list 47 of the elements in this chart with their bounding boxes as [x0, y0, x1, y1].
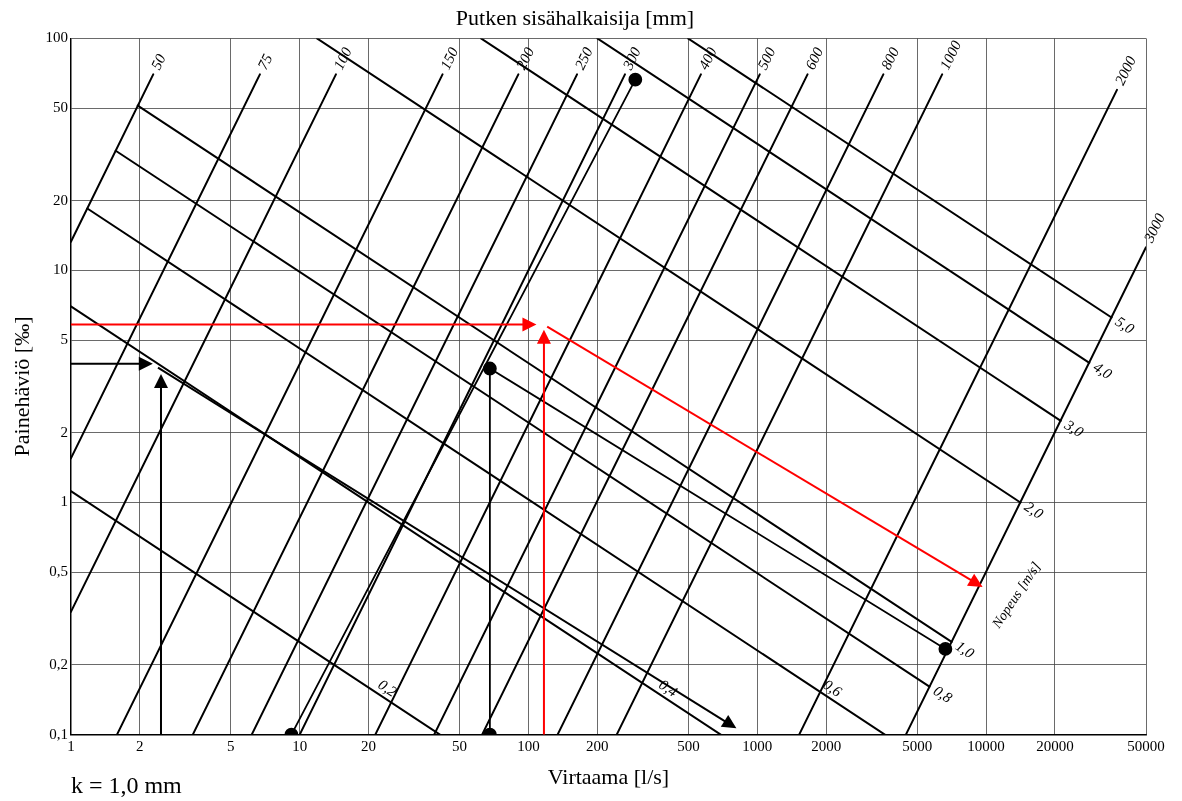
text: 0,8 [930, 682, 956, 707]
chart-title: Putken sisähalkaisija [mm] [455, 4, 695, 30]
text: 1000 [936, 37, 965, 73]
y-tick-label: 50 [52, 99, 68, 116]
text: 75 [254, 51, 276, 73]
text: 50 [147, 51, 169, 73]
text: 0,6 [820, 676, 846, 701]
text: 5,0 [1112, 313, 1138, 338]
x-tick-label: 5 [227, 737, 235, 754]
x-tick-label: 1000 [742, 737, 773, 754]
text: 2000 [1111, 53, 1140, 88]
y-axis-title: Painehäviö [‰] [8, 316, 34, 457]
text: 1,0 [952, 637, 978, 662]
text: 0,2 [375, 676, 401, 701]
x-tick-label: 50 [452, 737, 468, 754]
x-tick-label: 10 [292, 737, 308, 754]
text: 150 [437, 44, 462, 73]
x-tick-label: 200 [586, 737, 609, 754]
x-tick-label: 20000 [1036, 737, 1074, 754]
text: 250 [571, 44, 597, 73]
y-tick-label: 100 [45, 29, 68, 46]
y-tick-label: 2 [60, 423, 68, 440]
text: 600 [802, 44, 827, 73]
text: k = 1,0 mm [70, 771, 183, 798]
x-tick-label: 20 [361, 737, 377, 754]
text: 200 [512, 44, 538, 73]
y-tick-label: 10 [52, 261, 68, 278]
y-tick-label: 5 [60, 331, 68, 348]
x-tick-label: 2 [136, 737, 144, 754]
y-tick-label: 20 [52, 191, 68, 208]
x-axis-title: Virtaama [l/s] [547, 763, 670, 789]
y-tick-label: 1 [60, 493, 68, 510]
x-tick-label: 50000 [1127, 737, 1165, 754]
y-tick-label: 0,2 [49, 655, 68, 672]
x-tick-label: 2000 [811, 737, 842, 754]
text: 3000 [1140, 210, 1169, 246]
text: 3,0 [1061, 415, 1087, 441]
text: 4,0 [1090, 358, 1116, 383]
x-tick-label: 100 [517, 737, 540, 754]
y-tick-label: 0,5 [49, 563, 68, 580]
y-tick-label: 0,1 [49, 725, 68, 742]
text: 500 [754, 44, 779, 73]
x-tick-label: 10000 [967, 737, 1005, 754]
x-tick-label: 5000 [902, 737, 933, 754]
text: 800 [877, 44, 903, 73]
text: 2,0 [1021, 498, 1047, 523]
x-tick-label: 500 [677, 737, 700, 754]
